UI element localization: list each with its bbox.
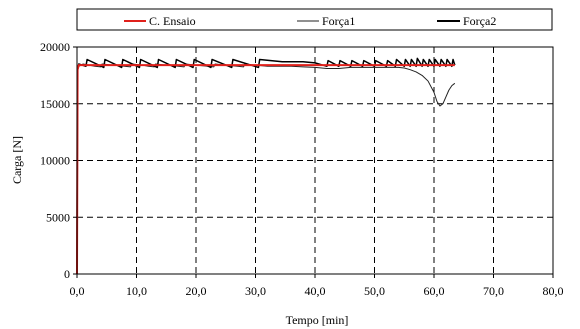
series-line-c-ensaio (76, 64, 455, 275)
legend-box (76, 8, 553, 31)
x-tick-label: 10,0 (126, 284, 147, 298)
y-tick-label: 10000 (40, 154, 70, 168)
x-tick-label: 80,0 (543, 284, 564, 298)
x-tick-label: 30,0 (245, 284, 266, 298)
legend-label-forca2: Força2 (463, 14, 496, 28)
x-tick-label: 20,0 (186, 284, 207, 298)
series-line-forca1 (76, 63, 456, 275)
legend-label-c-ensaio: C. Ensaio (149, 14, 196, 28)
x-tick-label: 50,0 (364, 284, 385, 298)
y-tick-label: 0 (64, 267, 70, 281)
legend-label-forca1: Força1 (322, 14, 355, 28)
grid-lines (77, 47, 553, 274)
y-axis-title: Carga [N] (10, 136, 24, 184)
legend-item-forca2: Força2 (437, 14, 496, 28)
x-tick-label: 60,0 (424, 284, 445, 298)
legend-item-c-ensaio: C. Ensaio (124, 14, 196, 28)
x-axis-title: Tempo [min] (286, 313, 349, 327)
series-line-forca2 (76, 57, 456, 275)
x-axis-ticks: 0,0 10,0 20,0 30,0 40,0 50,0 60,0 70,0 80,0 (70, 274, 564, 298)
y-axis-ticks: 0 5000 10000 15000 20000 (40, 40, 77, 281)
legend-item-forca1: Força1 (297, 14, 355, 28)
y-tick-label: 15000 (40, 97, 70, 111)
y-tick-label: 20000 (40, 40, 70, 54)
y-tick-label: 5000 (46, 210, 70, 224)
x-tick-label: 0,0 (70, 284, 85, 298)
series-layer (76, 57, 456, 275)
legend: C. Ensaio Força1 Força2 (76, 8, 553, 31)
x-tick-label: 70,0 (483, 284, 504, 298)
x-tick-label: 40,0 (305, 284, 326, 298)
